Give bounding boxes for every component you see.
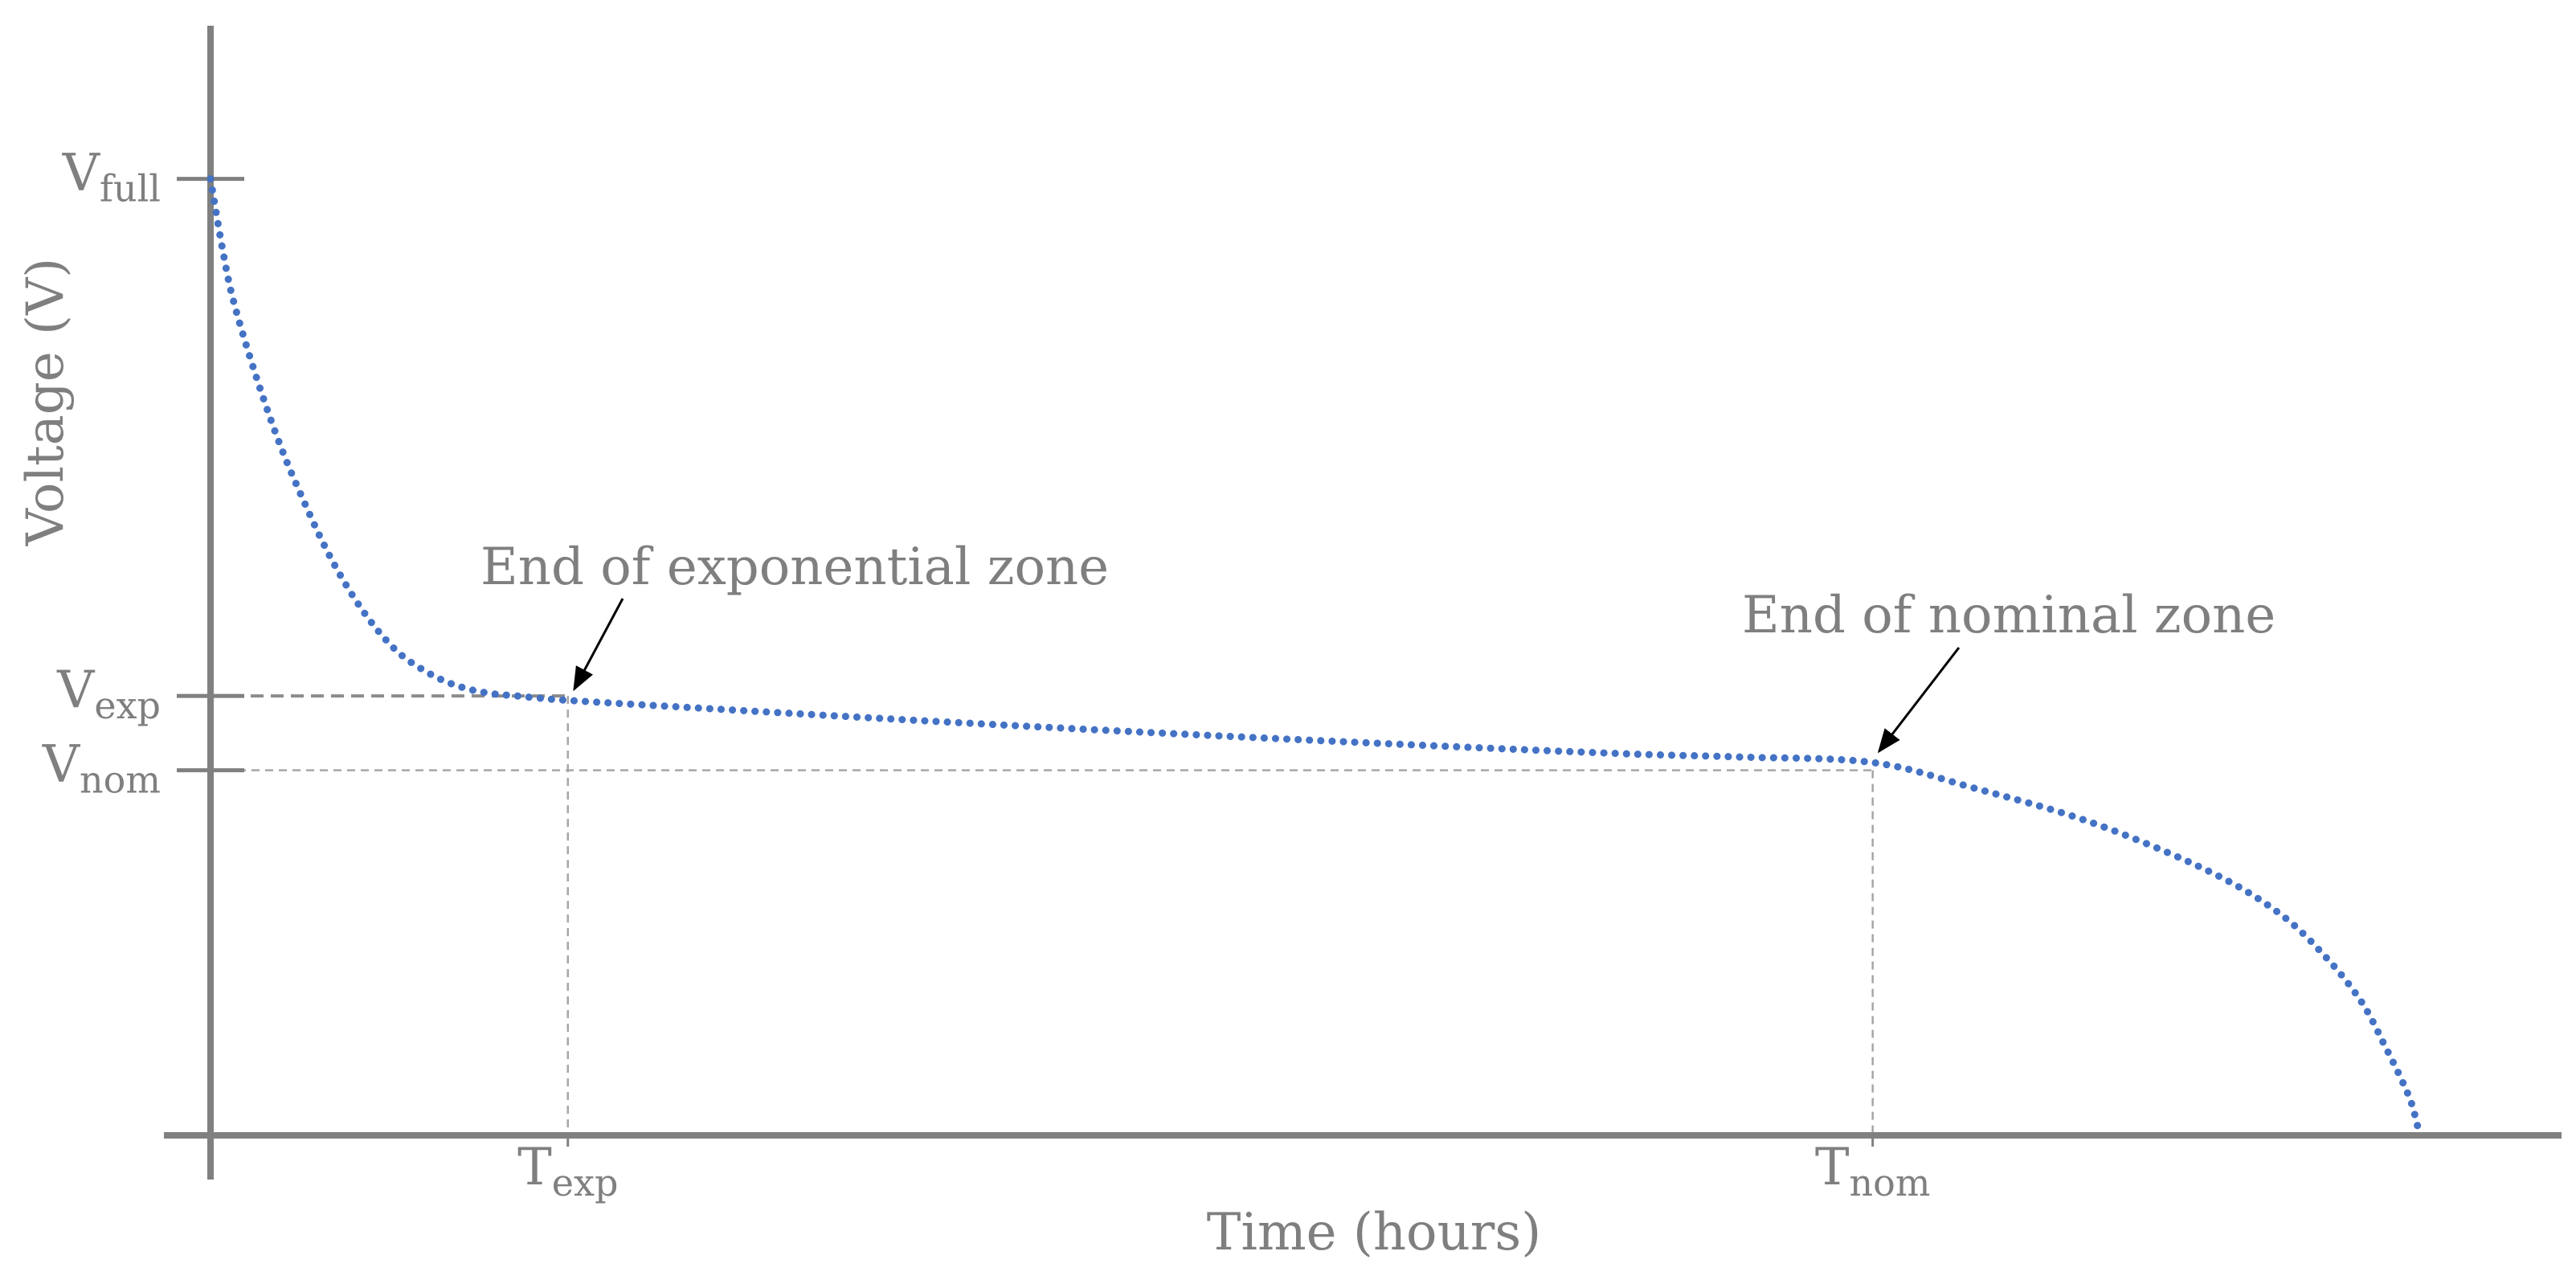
x-tick-label-exp: Texp — [517, 1138, 618, 1204]
y-tick-label-nom: Vnom — [42, 735, 161, 802]
x-tick-label-nom: Tnom — [1815, 1138, 1931, 1204]
y-tick-label-exp: Vexp — [56, 660, 161, 727]
annotation-label-1: End of exponential zone — [480, 538, 1109, 597]
annotation-label-2: End of nominal zone — [1742, 586, 2275, 645]
series-layer — [206, 175, 2422, 1133]
discharge-curve — [206, 175, 2422, 1133]
x-axis-title: Time (hours) — [1207, 1203, 1541, 1262]
ticks: Vfull Vexp Vnom Texp Tnom — [42, 144, 1931, 1204]
annotations: End of exponential zone End of nominal zo… — [480, 538, 2275, 754]
annotation-arrow-1 — [573, 598, 624, 692]
annotation-arrow-2 — [1877, 647, 1961, 754]
y-axis-title: Voltage (V) — [16, 258, 76, 547]
guide-lines — [211, 694, 1874, 1135]
axes — [164, 26, 2562, 1180]
y-tick-label-full: Vfull — [62, 144, 161, 211]
